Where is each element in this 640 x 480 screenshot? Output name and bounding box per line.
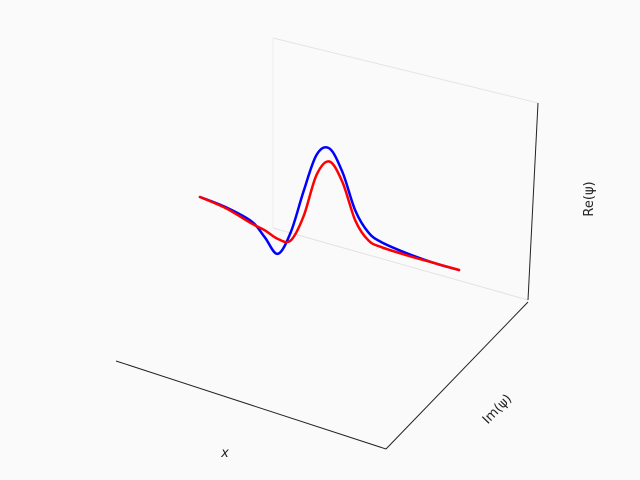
axes-box (115, 37, 539, 450)
back-bottom-edge (272, 227, 529, 301)
y-axis-line (385, 301, 529, 450)
z-axis-label: Re(ψ) (582, 181, 597, 216)
series-line-blue (198, 146, 461, 272)
plot-lines (198, 146, 461, 272)
x-axis-line (115, 360, 387, 450)
back-top-edge (272, 37, 539, 104)
y-axis-label: Im(ψ) (480, 392, 515, 428)
series-line-red (198, 160, 461, 272)
z-axis-line (527, 102, 539, 301)
x-axis-label: x (220, 446, 229, 461)
